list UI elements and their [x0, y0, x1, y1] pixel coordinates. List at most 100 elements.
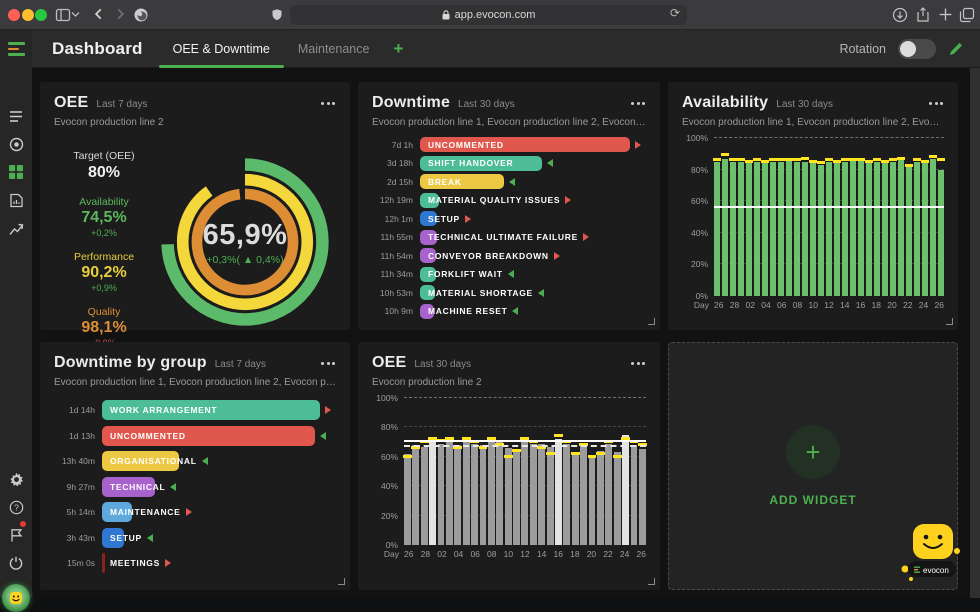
chart-bar[interactable]: [412, 398, 419, 545]
chart-bar[interactable]: [639, 398, 646, 545]
card-menu-button[interactable]: [320, 359, 336, 368]
chat-widget[interactable]: evocon: [898, 522, 964, 587]
close-window-button[interactable]: [8, 9, 20, 21]
tab-oee-downtime[interactable]: OEE & Downtime: [159, 30, 284, 68]
chart-bar[interactable]: [938, 138, 944, 296]
settings-gear-icon[interactable]: [0, 467, 32, 491]
chart-bar[interactable]: [614, 398, 621, 545]
address-bar[interactable]: app.evocon.com ⟳: [290, 5, 687, 25]
chart-bar[interactable]: [589, 398, 596, 545]
tab-overview-icon[interactable]: [959, 7, 975, 23]
chart-bar[interactable]: [471, 398, 478, 545]
chart-bar[interactable]: [513, 398, 520, 545]
resize-handle[interactable]: [648, 578, 655, 585]
resize-handle[interactable]: [946, 318, 953, 325]
downloads-icon[interactable]: [892, 7, 908, 23]
chart-bar[interactable]: [826, 138, 832, 296]
chart-bar[interactable]: [521, 398, 528, 545]
chart-bar[interactable]: [874, 138, 880, 296]
dashboard-grid-icon[interactable]: [0, 160, 32, 184]
chart-bar[interactable]: [563, 398, 570, 545]
chart-bar[interactable]: [810, 138, 816, 296]
chart-bar[interactable]: [605, 398, 612, 545]
help-icon[interactable]: ?: [0, 495, 32, 519]
chart-bar[interactable]: [914, 138, 920, 296]
chart-bar[interactable]: [488, 398, 495, 545]
reload-icon[interactable]: ⟳: [670, 6, 680, 20]
zoom-window-button[interactable]: [35, 9, 47, 21]
chart-bar[interactable]: [631, 398, 638, 545]
chart-bar[interactable]: [538, 398, 545, 545]
chart-bar[interactable]: [555, 398, 562, 545]
chart-bar[interactable]: [930, 138, 936, 296]
evocon-logo[interactable]: [0, 30, 32, 68]
chart-bar[interactable]: [834, 138, 840, 296]
chart-bar[interactable]: [547, 398, 554, 545]
minimize-window-button[interactable]: [22, 9, 34, 21]
privacy-shield-icon[interactable]: [271, 7, 283, 22]
scroll-track[interactable]: [970, 68, 980, 598]
chevron-down-icon[interactable]: [71, 11, 80, 18]
chart-bar[interactable]: [446, 398, 453, 545]
forward-button[interactable]: [113, 7, 127, 21]
chart-bar[interactable]: [802, 138, 808, 296]
chart-bar[interactable]: [850, 138, 856, 296]
chart-bar[interactable]: [754, 138, 760, 296]
whats-new-flag-icon[interactable]: [0, 523, 32, 547]
resize-handle[interactable]: [338, 578, 345, 585]
chart-bar[interactable]: [429, 398, 436, 545]
chart-bar[interactable]: [714, 138, 720, 296]
card-menu-button[interactable]: [320, 99, 336, 108]
shift-target-icon[interactable]: [0, 132, 32, 156]
trend-chart-icon[interactable]: [0, 217, 32, 241]
chart-bar[interactable]: [530, 398, 537, 545]
add-dashboard-tab-button[interactable]: +: [383, 30, 413, 68]
chart-bar[interactable]: [762, 138, 768, 296]
chart-bar[interactable]: [786, 138, 792, 296]
card-menu-button[interactable]: [630, 359, 646, 368]
chart-bar[interactable]: [505, 398, 512, 545]
logout-power-icon[interactable]: [0, 551, 32, 575]
chart-bar[interactable]: [922, 138, 928, 296]
chart-bar[interactable]: [898, 138, 904, 296]
chart-bar[interactable]: [438, 398, 445, 545]
chart-bar[interactable]: [421, 398, 428, 545]
chart-bar[interactable]: [906, 138, 912, 296]
sidebar-toggle-icon[interactable]: [55, 7, 71, 23]
chat-avatar[interactable]: [2, 584, 30, 612]
report-document-icon[interactable]: [0, 188, 32, 212]
chart-bar[interactable]: [622, 398, 629, 545]
chart-bar[interactable]: [463, 398, 470, 545]
chart-bar[interactable]: [572, 398, 579, 545]
chart-bar[interactable]: [404, 398, 411, 545]
chart-bar[interactable]: [770, 138, 776, 296]
chart-bar[interactable]: [738, 138, 744, 296]
downtime-bar[interactable]: [102, 553, 105, 573]
chart-bar[interactable]: [778, 138, 784, 296]
lines-list-icon[interactable]: [0, 104, 32, 128]
chart-bar[interactable]: [858, 138, 864, 296]
share-icon[interactable]: [915, 7, 931, 23]
chart-bar[interactable]: [890, 138, 896, 296]
chart-bar[interactable]: [496, 398, 503, 545]
oee-gauge[interactable]: 65,9% +0,3%( ▲ 0,4%): [154, 136, 336, 348]
back-button[interactable]: [92, 7, 106, 21]
chart-bar[interactable]: [597, 398, 604, 545]
chart-bar[interactable]: [480, 398, 487, 545]
